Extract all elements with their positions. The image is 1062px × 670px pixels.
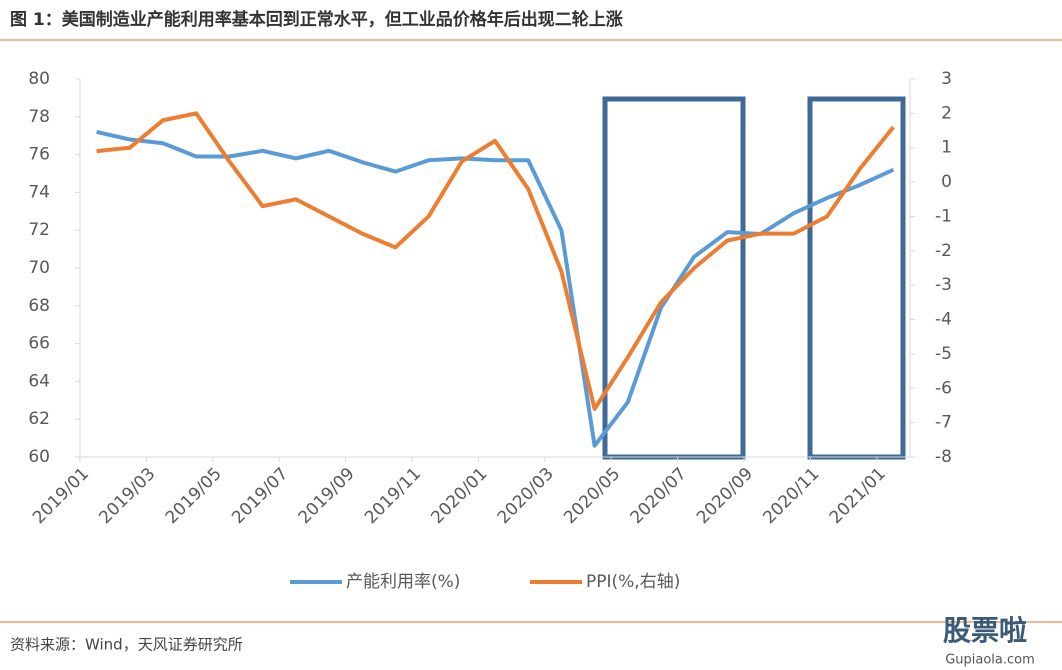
x-tick-label: 2020/11 <box>759 464 823 528</box>
x-tick-label: 2020/07 <box>627 464 691 528</box>
y-tick-label: 64 <box>28 371 50 391</box>
y-tick-label: 68 <box>28 296 50 316</box>
y-tick-label: 66 <box>28 334 50 354</box>
x-tick-label: 2019/03 <box>95 464 159 528</box>
series-line <box>96 129 895 448</box>
y2-tick-label: -2 <box>935 241 952 261</box>
y2-tick-label: 0 <box>941 172 952 192</box>
watermark-brand: 股票啦 <box>943 614 1027 647</box>
y2-tick-label: -4 <box>935 310 952 330</box>
x-tick-label: 2019/11 <box>361 464 425 528</box>
x-tick-label: 2020/03 <box>494 464 558 528</box>
x-tick-label: 2019/07 <box>228 464 292 528</box>
y-tick-label: 60 <box>28 447 50 467</box>
y2-tick-label: -6 <box>935 378 952 398</box>
y2-tick-label: -8 <box>935 447 952 467</box>
highlight-box <box>807 96 906 460</box>
x-tick-label: 2020/09 <box>693 464 757 528</box>
y-tick-label: 72 <box>28 220 50 240</box>
y2-tick-label: 1 <box>941 138 952 158</box>
x-tick-label: 2019/05 <box>162 464 226 528</box>
y2-tick-label: -7 <box>935 413 952 433</box>
y2-tick-label: -1 <box>935 206 952 226</box>
y-tick-label: 76 <box>28 145 50 165</box>
y-tick-label: 74 <box>28 182 50 202</box>
x-tick-label: 2020/05 <box>560 464 624 528</box>
x-tick-label: 2021/01 <box>826 464 890 528</box>
watermark-site: Gupiaola.com <box>945 653 1035 668</box>
y2-tick-label: -5 <box>935 344 952 364</box>
y-tick-label: 70 <box>28 258 50 278</box>
legend-label: 产能利用率(%) <box>346 572 460 592</box>
y-tick-label: 78 <box>28 107 50 127</box>
legend-label: PPI(%,右轴) <box>586 572 680 592</box>
y2-tick-label: 3 <box>941 69 952 89</box>
y2-tick-label: -3 <box>935 275 952 295</box>
y-tick-label: 80 <box>28 69 50 89</box>
source: 资料来源：Wind，天风证券研究所 <box>10 636 243 654</box>
series-line <box>96 111 895 411</box>
y-tick-label: 62 <box>28 409 50 429</box>
y2-tick-label: 2 <box>941 103 952 123</box>
x-tick-label: 2019/09 <box>295 464 359 528</box>
x-tick-label: 2020/01 <box>427 464 491 528</box>
x-tick-label: 2019/01 <box>29 464 93 528</box>
chart-title: 图 1：美国制造业产能利用率基本回到正常水平，但工业品价格年后出现二轮上涨 <box>10 9 623 30</box>
